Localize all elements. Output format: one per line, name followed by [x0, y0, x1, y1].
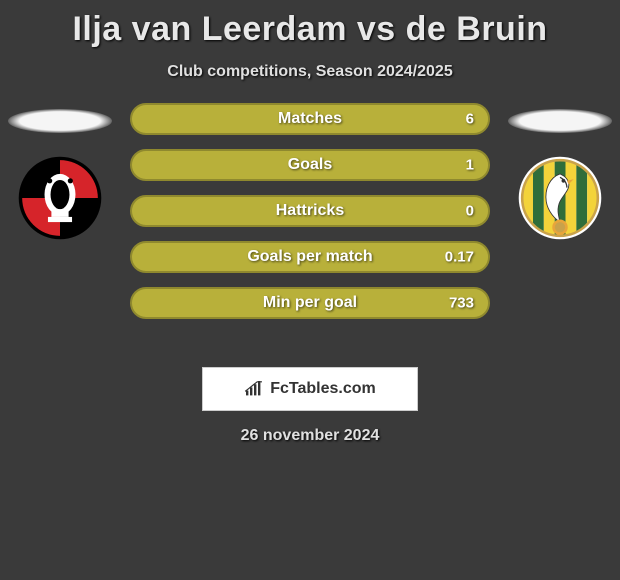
stat-right-value: 1 — [466, 157, 474, 174]
stat-row-hattricks: Hattricks 0 — [130, 195, 490, 227]
stat-right-value: 733 — [449, 295, 474, 312]
comparison-panel: Matches 6 Goals 1 Hattricks 0 Goals per … — [0, 109, 620, 349]
stat-label: Goals per match — [247, 248, 372, 266]
player-left-avatar-placeholder — [8, 109, 112, 133]
bar-chart-icon — [244, 381, 264, 397]
club-badge-right — [510, 155, 610, 241]
stat-label: Goals — [288, 156, 332, 174]
stat-right-value: 6 — [466, 111, 474, 128]
stat-row-matches: Matches 6 — [130, 103, 490, 135]
player-right-column — [500, 109, 620, 241]
stats-list: Matches 6 Goals 1 Hattricks 0 Goals per … — [130, 103, 490, 319]
stat-row-goals-per-match: Goals per match 0.17 — [130, 241, 490, 273]
stat-label: Matches — [278, 110, 342, 128]
ado-den-haag-logo-icon — [517, 155, 603, 241]
stat-right-value: 0.17 — [445, 249, 474, 266]
helmond-sport-logo-icon — [17, 155, 103, 241]
subtitle: Club competitions, Season 2024/2025 — [0, 63, 620, 81]
page-title: Ilja van Leerdam vs de Bruin — [0, 0, 620, 49]
player-right-avatar-placeholder — [508, 109, 612, 133]
stat-right-value: 0 — [466, 203, 474, 220]
stat-label: Min per goal — [263, 294, 357, 312]
stat-label: Hattricks — [276, 202, 344, 220]
player-left-column — [0, 109, 120, 241]
club-badge-left — [10, 155, 110, 241]
date-text: 26 november 2024 — [0, 427, 620, 445]
stat-row-goals: Goals 1 — [130, 149, 490, 181]
watermark-text: FcTables.com — [270, 380, 376, 398]
watermark-badge: FcTables.com — [202, 367, 418, 411]
stat-row-min-per-goal: Min per goal 733 — [130, 287, 490, 319]
